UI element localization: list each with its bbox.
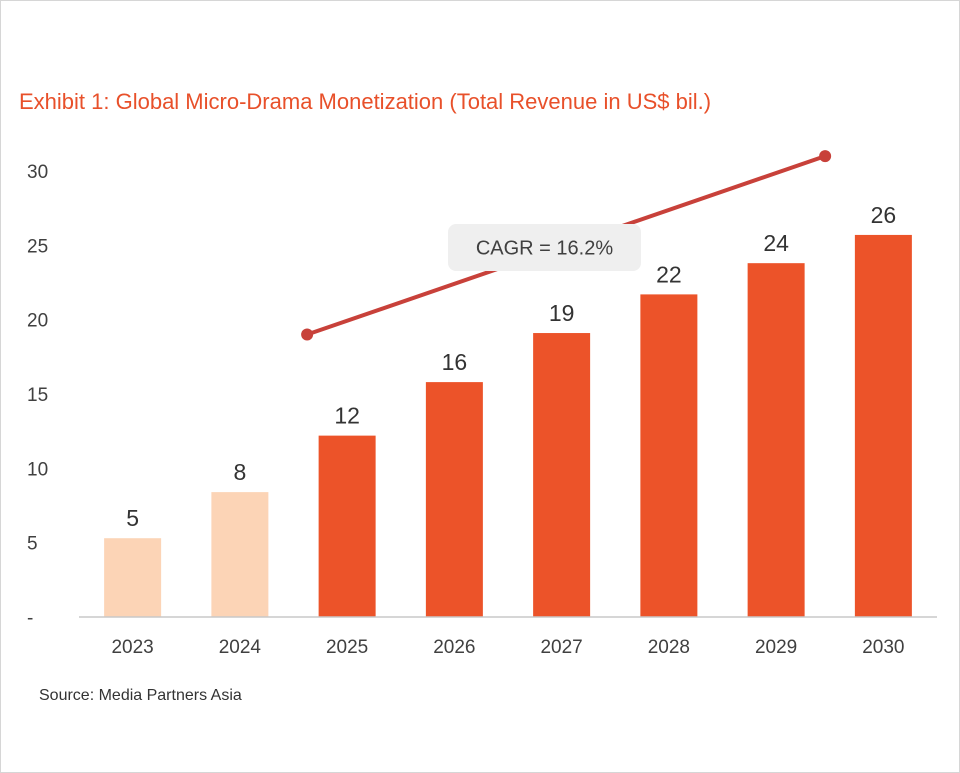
data-label: 22 — [656, 261, 682, 287]
y-tick-label: 15 — [27, 385, 48, 406]
y-tick-label: 30 — [27, 162, 48, 183]
data-label: 19 — [549, 300, 575, 326]
data-label: 24 — [763, 230, 789, 256]
bar-2025 — [318, 435, 376, 617]
bar-2028 — [640, 294, 698, 617]
y-tick-label: 25 — [27, 236, 48, 257]
bar-2029 — [747, 263, 805, 617]
cagr-trend-start-dot — [301, 328, 314, 341]
bar-2024 — [211, 492, 269, 617]
y-tick-label: 10 — [27, 459, 48, 480]
data-label: 8 — [233, 459, 246, 485]
y-tick-label: - — [27, 608, 33, 629]
cagr-callout-label: CAGR = 16.2% — [476, 238, 614, 260]
x-tick-label: 2026 — [433, 637, 475, 658]
chart-title: Exhibit 1: Global Micro-Drama Monetizati… — [19, 89, 712, 114]
y-tick-label: 20 — [27, 311, 48, 332]
data-label: 26 — [871, 202, 897, 228]
bar-2026 — [425, 382, 483, 617]
bar-2027 — [533, 333, 591, 617]
bar-2023 — [104, 538, 162, 617]
data-label: 12 — [334, 403, 360, 429]
x-tick-label: 2025 — [326, 637, 368, 658]
bar-2030 — [854, 234, 912, 617]
y-tick-label: 5 — [27, 534, 38, 555]
data-label: 16 — [442, 349, 468, 375]
x-tick-label: 2030 — [862, 637, 904, 658]
x-tick-label: 2023 — [111, 637, 153, 658]
source-note: Source: Media Partners Asia — [39, 687, 242, 704]
cagr-callout-box — [448, 224, 641, 271]
x-tick-label: 2027 — [540, 637, 582, 658]
data-label: 5 — [126, 505, 139, 531]
cagr-trend-end-dot — [819, 150, 832, 163]
x-tick-label: 2029 — [755, 637, 797, 658]
x-tick-label: 2024 — [219, 637, 262, 658]
x-tick-label: 2028 — [648, 637, 690, 658]
